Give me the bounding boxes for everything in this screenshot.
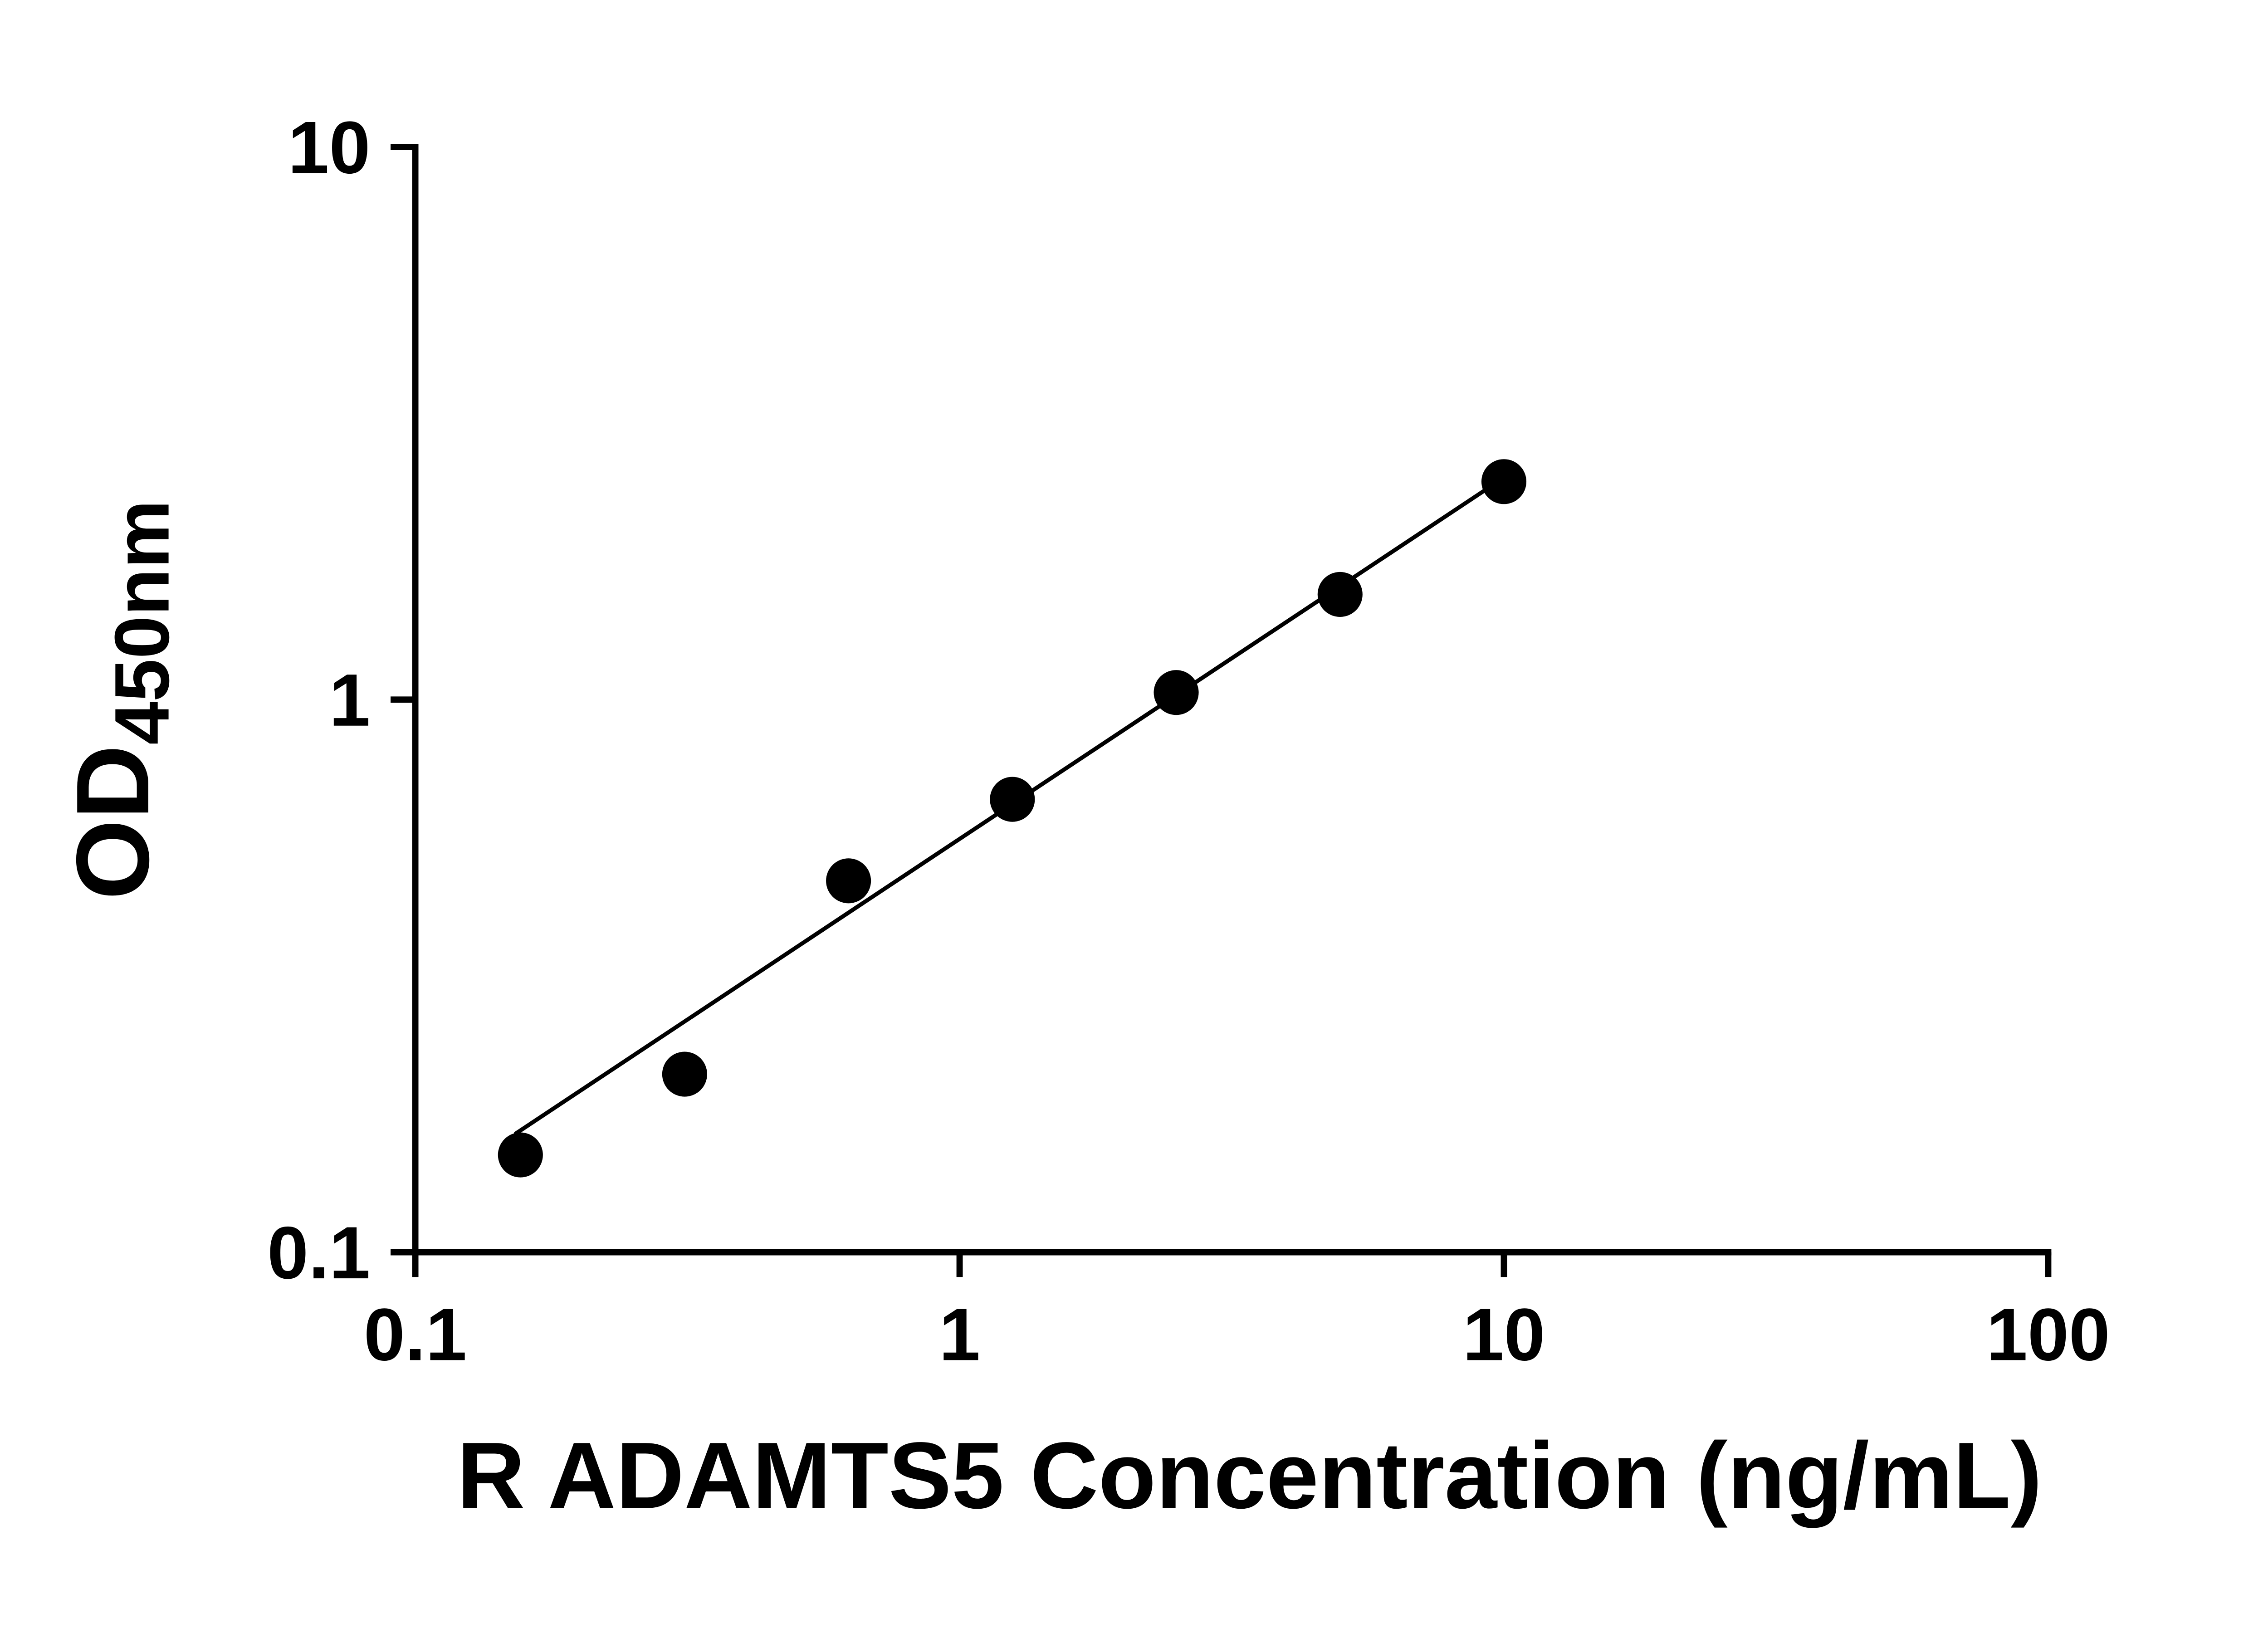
data-point — [990, 777, 1035, 822]
x-tick-label: 10 — [1463, 1293, 1545, 1376]
data-point — [662, 1051, 707, 1097]
x-tick-label: 100 — [1986, 1293, 2110, 1376]
x-tick-label: 0.1 — [364, 1293, 467, 1376]
y-axis-title-main: OD — [55, 745, 171, 900]
data-point — [1154, 670, 1199, 715]
data-point — [1481, 459, 1527, 504]
y-tick-label: 0.1 — [267, 1211, 370, 1294]
x-tick-label: 1 — [939, 1293, 980, 1376]
data-point — [1317, 572, 1363, 617]
data-point — [826, 858, 871, 904]
plot-area: 0.1 1 10 100 0.1 1 10 — [267, 106, 2110, 1376]
x-axis-title: R ADAMTS5 Concentration (ng/mL) — [457, 1423, 2042, 1528]
y-axis-title: OD450nm — [55, 500, 186, 900]
y-tick-label: 1 — [329, 659, 371, 742]
y-axis-title-subscript: 450nm — [99, 500, 186, 745]
y-tick-label: 10 — [288, 106, 371, 189]
data-point — [498, 1132, 543, 1178]
